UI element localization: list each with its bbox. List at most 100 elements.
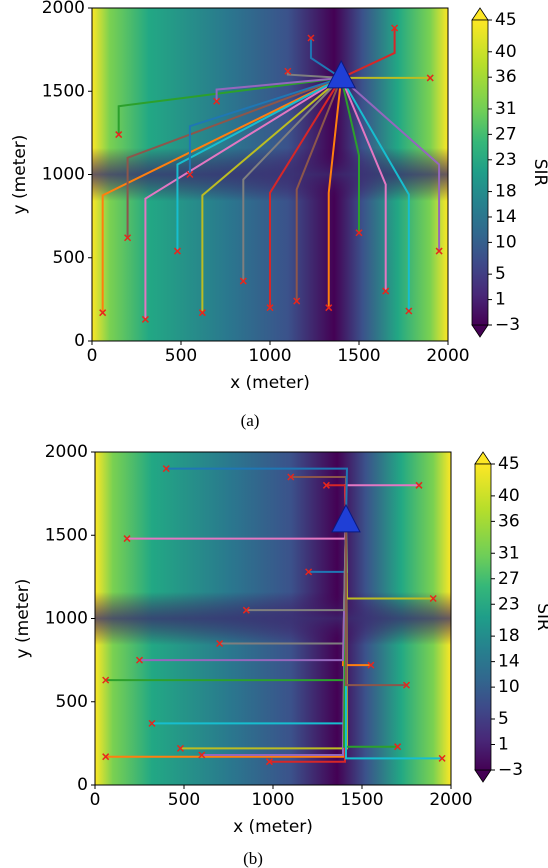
x-tick-label: 1000 — [251, 790, 294, 810]
colorbar — [474, 463, 492, 771]
x-tick-label: 1000 — [248, 346, 291, 366]
x-tick-label: 0 — [90, 790, 101, 810]
trajectory — [188, 76, 342, 175]
chart: 0 500 1000 1500 2000 0 500 1000 1500 2000 x (meter… — [13, 442, 548, 868]
user-marker — [135, 656, 144, 664]
user-marker — [198, 309, 206, 317]
x-axis-label: x (meter) — [230, 373, 310, 393]
user-marker — [213, 97, 221, 105]
user-marker — [394, 743, 402, 751]
user-marker — [141, 315, 149, 323]
x-tick-label: 1500 — [337, 346, 380, 366]
y-tick-label: 1500 — [45, 525, 88, 545]
colorbar-tick-label: 27 — [498, 569, 520, 589]
user-marker — [186, 170, 194, 179]
user-marker — [305, 568, 313, 576]
user-marker — [124, 234, 132, 242]
colorbar-tick-label: 23 — [495, 150, 517, 170]
user-marker — [115, 131, 123, 139]
y-tick-label: 0 — [77, 775, 88, 795]
colorbar-tick-label: 31 — [498, 543, 520, 563]
user-marker — [239, 277, 247, 285]
user-marker — [176, 744, 184, 752]
trajectory — [144, 77, 342, 320]
user-marker — [415, 481, 423, 489]
user-marker — [265, 758, 273, 766]
caption: (b) — [243, 849, 263, 868]
trajectory — [201, 77, 342, 313]
y-axis-label: y (meter) — [10, 135, 30, 215]
trajectory — [340, 77, 387, 292]
colorbar-tick-label: 14 — [495, 207, 517, 227]
trajectory — [101, 77, 342, 313]
user-marker — [355, 229, 363, 237]
colorbar-tick-label: 36 — [498, 511, 520, 531]
trajectory — [126, 76, 342, 238]
trajectory — [309, 37, 342, 79]
user-marker — [367, 661, 375, 669]
y-tick-label: 2000 — [42, 0, 85, 18]
user-marker — [148, 719, 156, 727]
x-tick-label: 500 — [165, 346, 197, 366]
x-axis-label: x (meter) — [233, 817, 313, 837]
colorbar-tick-label: 40 — [495, 42, 517, 62]
colorbar-tick-label: −3 — [498, 760, 523, 780]
trajectory — [340, 27, 396, 79]
trajectory — [295, 77, 343, 302]
colorbar-tick-label: 18 — [495, 182, 517, 202]
colorbar-label: SIR — [533, 603, 548, 631]
user-marker — [123, 535, 131, 543]
colorbar-extend-bottom — [471, 324, 489, 338]
user-marker — [102, 753, 110, 761]
user-marker — [426, 74, 434, 82]
trajectory — [340, 77, 410, 312]
x-tick-label: 2000 — [429, 790, 472, 810]
colorbar-tick-label: 1 — [495, 290, 506, 310]
colorbar-tick-label: 10 — [495, 232, 517, 252]
colorbar-tick-label: 1 — [498, 735, 509, 755]
user-marker — [293, 297, 301, 305]
trajectory — [269, 77, 343, 308]
colorbar-tick-label: 31 — [495, 99, 517, 119]
y-axis-label: y (meter) — [13, 579, 33, 659]
user-marker — [99, 309, 107, 317]
x-tick-label: 0 — [87, 346, 98, 366]
user-marker — [402, 681, 411, 689]
user-marker — [198, 751, 206, 759]
x-tick-label: 1500 — [340, 790, 383, 810]
colorbar — [471, 19, 489, 326]
user-marker — [102, 676, 110, 684]
y-tick-label: 1000 — [45, 609, 88, 629]
trajectory — [242, 77, 342, 282]
x-tick-label: 2000 — [426, 346, 469, 366]
colorbar-tick-label: 45 — [498, 454, 520, 474]
user-marker — [287, 473, 295, 481]
trajectory — [340, 77, 360, 233]
user-marker — [382, 287, 390, 295]
trajectory — [327, 77, 343, 308]
colorbar-tick-label: 45 — [495, 10, 517, 30]
colorbar-extend-bottom — [474, 769, 492, 783]
user-marker — [162, 465, 170, 473]
user-marker — [242, 606, 250, 614]
colorbar-label: SIR — [530, 159, 548, 187]
colorbar-tick-label: 10 — [498, 677, 520, 697]
colorbar-tick-label: 14 — [498, 652, 520, 672]
trajectory — [344, 521, 407, 687]
y-tick-label: 500 — [56, 692, 88, 712]
colorbar-extend-top — [471, 7, 489, 21]
user-marker — [173, 247, 181, 255]
colorbar-tick-label: 36 — [495, 67, 517, 87]
user-marker — [284, 67, 292, 75]
trajectory — [117, 76, 342, 135]
base-station — [326, 59, 357, 89]
user-marker — [266, 304, 274, 312]
colorbar-tick-label: 40 — [498, 486, 520, 506]
user-marker — [405, 307, 413, 315]
colorbar-tick-label: 23 — [498, 594, 520, 614]
y-tick-label: 0 — [74, 331, 85, 351]
user-marker — [435, 247, 443, 255]
user-marker — [429, 594, 437, 603]
user-marker — [391, 24, 399, 32]
